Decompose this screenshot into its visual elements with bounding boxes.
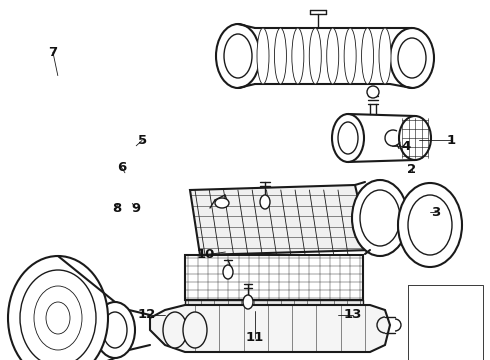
Bar: [185, 255, 363, 300]
Bar: [408, 285, 483, 360]
Ellipse shape: [360, 190, 400, 246]
Text: 8: 8: [112, 202, 121, 215]
Text: 1: 1: [446, 134, 455, 147]
Ellipse shape: [215, 198, 229, 208]
Text: 2: 2: [407, 163, 416, 176]
Ellipse shape: [408, 195, 452, 255]
Text: 4: 4: [401, 140, 410, 153]
Ellipse shape: [95, 302, 135, 358]
Ellipse shape: [20, 270, 96, 360]
Ellipse shape: [163, 312, 187, 348]
Ellipse shape: [292, 28, 304, 84]
Polygon shape: [150, 305, 390, 352]
Ellipse shape: [352, 180, 408, 256]
Ellipse shape: [309, 28, 321, 84]
Ellipse shape: [260, 195, 270, 209]
Ellipse shape: [338, 122, 358, 154]
Ellipse shape: [332, 114, 364, 162]
Ellipse shape: [103, 312, 127, 348]
Ellipse shape: [224, 34, 252, 78]
Text: 13: 13: [343, 309, 362, 321]
Polygon shape: [190, 185, 370, 255]
Ellipse shape: [216, 24, 260, 88]
Ellipse shape: [398, 38, 426, 78]
Ellipse shape: [8, 256, 108, 360]
Ellipse shape: [398, 183, 462, 267]
Ellipse shape: [399, 116, 431, 160]
Text: 3: 3: [432, 206, 441, 219]
Ellipse shape: [367, 86, 379, 98]
Ellipse shape: [46, 302, 70, 334]
Text: 6: 6: [117, 161, 126, 174]
Text: 12: 12: [138, 309, 156, 321]
Text: 10: 10: [196, 248, 215, 261]
Ellipse shape: [243, 295, 253, 309]
Bar: [185, 300, 363, 318]
Ellipse shape: [34, 286, 82, 350]
Text: 7: 7: [49, 46, 57, 59]
Ellipse shape: [379, 28, 391, 84]
Ellipse shape: [223, 265, 233, 279]
Ellipse shape: [274, 28, 287, 84]
Text: 11: 11: [245, 331, 264, 344]
Ellipse shape: [362, 28, 373, 84]
Text: 9: 9: [132, 202, 141, 215]
Ellipse shape: [390, 28, 434, 88]
Ellipse shape: [327, 28, 339, 84]
Ellipse shape: [344, 28, 356, 84]
Ellipse shape: [183, 312, 207, 348]
Text: 5: 5: [138, 134, 147, 147]
Ellipse shape: [257, 28, 269, 84]
